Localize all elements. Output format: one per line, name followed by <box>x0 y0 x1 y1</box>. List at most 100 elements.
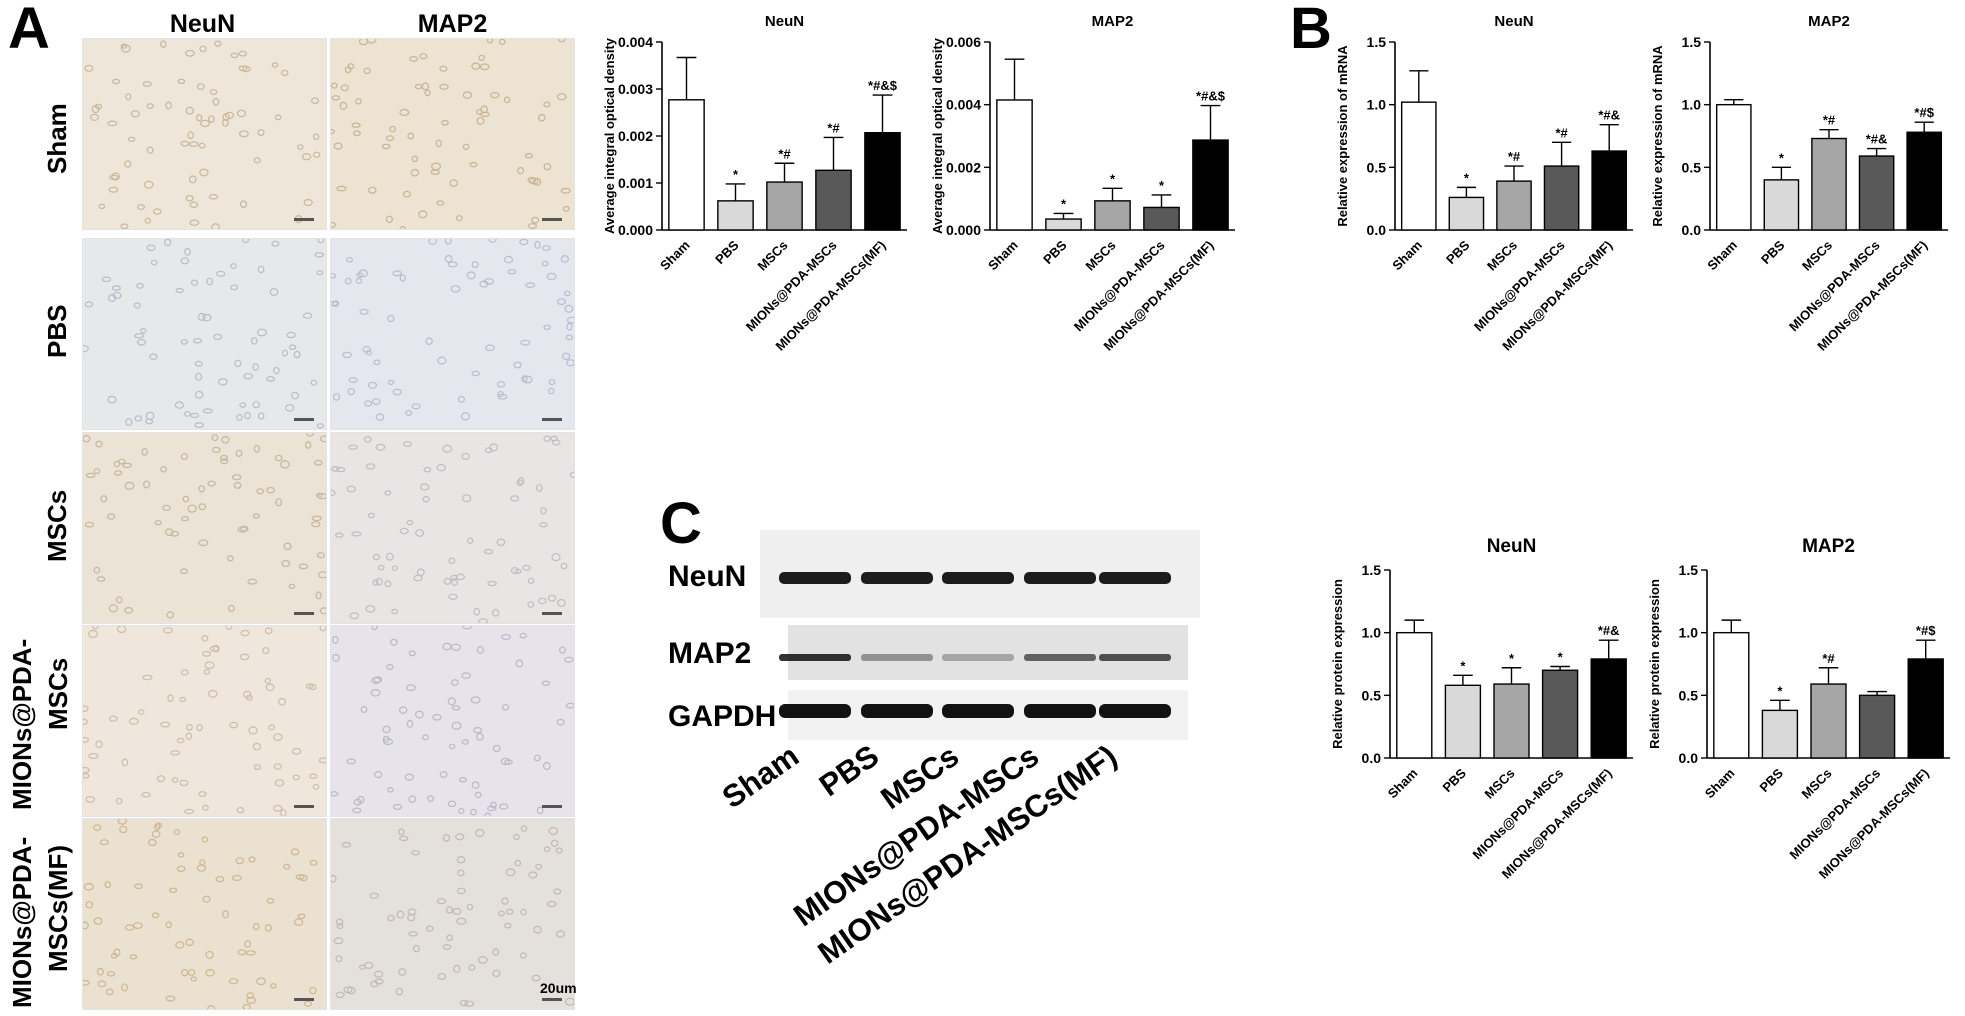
y-tick-label: 1.5 <box>1367 34 1387 50</box>
significance-label: *# <box>1823 113 1836 128</box>
y-tick-label: 0.5 <box>1362 687 1382 703</box>
x-tick-label: Sham <box>657 238 693 274</box>
x-tick-label: Sham <box>1702 766 1738 802</box>
x-tick-label: MIONs@PDA-MSCs <box>1071 238 1168 335</box>
y-tick-label: 0.000 <box>618 222 653 238</box>
bar-2 <box>1493 683 1530 759</box>
blot-label-gapdh: GAPDH <box>668 700 777 733</box>
blot-label-neun: NeuN <box>668 560 747 593</box>
row-label-mscs: MSCs <box>42 489 72 562</box>
bar-1 <box>717 200 754 231</box>
chart-title: NeuN <box>1494 13 1533 30</box>
bar-3 <box>1858 694 1896 759</box>
bar-0 <box>996 99 1033 231</box>
histology-image <box>82 38 327 230</box>
tissue-texture <box>331 626 574 816</box>
bar-2 <box>1496 180 1532 231</box>
y-tick-label: 0.000 <box>946 222 981 238</box>
scale-bar <box>542 998 562 1001</box>
x-tick-label: MIONs@PDA-MSCs <box>1786 238 1883 335</box>
x-tick-label: MSCs <box>754 238 790 274</box>
band-map2 <box>1099 654 1171 661</box>
scale-bar <box>294 218 314 221</box>
scale-bar-label: 20um <box>540 980 577 996</box>
chart-title: MAP2 <box>1092 13 1134 30</box>
significance-label: *#& <box>1866 132 1888 147</box>
y-axis-label: Average integral optical density <box>930 37 945 234</box>
y-tick-label: 1.5 <box>1679 562 1699 578</box>
band-neun <box>1024 572 1096 584</box>
y-axis-label: Relative expression of mRNA <box>1335 45 1350 227</box>
band-map2 <box>1024 654 1096 661</box>
panel-label-c: C <box>660 491 702 556</box>
chart-title: NeuN <box>765 13 804 30</box>
significance-label: * <box>1779 150 1785 165</box>
bar-1 <box>1448 196 1485 231</box>
y-tick-label: 1.0 <box>1362 625 1382 641</box>
chart-c-map2: MAP2 Relative protein expression 0.0 0.5 1.0… <box>1647 536 1950 882</box>
bar-4 <box>1906 131 1943 231</box>
row-label-sham: Sham <box>42 103 72 174</box>
tissue-texture <box>83 819 318 1009</box>
x-tick-label: Sham <box>1389 238 1425 274</box>
tissue-texture <box>83 433 326 619</box>
row-label-mions-pda-mscs-mf: MIONs@PDA- MSCs(MF) <box>4 837 76 1008</box>
scale-bar <box>542 418 562 421</box>
histology-image <box>82 625 327 817</box>
bar-0 <box>668 99 705 231</box>
significance-label: * <box>733 167 739 182</box>
tissue-texture <box>83 239 325 429</box>
histology-image <box>330 625 575 817</box>
y-axis-label: Relative protein expression <box>1330 579 1345 749</box>
lane-label: Sham <box>715 738 806 816</box>
significance-label: * <box>1558 650 1564 665</box>
blot-image <box>760 530 1200 740</box>
bar-3 <box>1541 669 1579 759</box>
panel-label-a: A <box>8 0 50 61</box>
bar-4 <box>864 132 901 231</box>
y-tick-label: 0.001 <box>618 175 653 191</box>
bar-0 <box>1400 101 1437 231</box>
y-axis-label: Average integral optical density <box>602 37 617 234</box>
scale-bar <box>294 612 314 615</box>
y-tick-label: 0.0 <box>1682 222 1702 238</box>
bar-1 <box>1763 179 1800 231</box>
x-tick-label: Sham <box>1704 238 1740 274</box>
row-label-mions-pda-mscs: MIONs@PDA- MSCs <box>4 639 76 810</box>
chart-title: MAP2 <box>1802 536 1855 557</box>
histology-image <box>330 818 575 1010</box>
band-map2 <box>942 654 1014 661</box>
x-tick-label: PBS <box>1440 765 1470 795</box>
significance-label: * <box>1159 178 1165 193</box>
bar-1 <box>1444 684 1482 759</box>
y-tick-label: 0.006 <box>946 34 981 50</box>
bar-0 <box>1396 631 1433 759</box>
bar-1 <box>1045 218 1082 231</box>
significance-label: *#&$ <box>868 78 898 93</box>
x-tick-label: MSCs <box>1484 238 1520 274</box>
y-tick-label: 0.002 <box>618 128 653 144</box>
chart-a-map2: MAP2 Average integral optical density 0.00… <box>930 13 1235 354</box>
y-tick-label: 0.0 <box>1362 750 1382 766</box>
band-neun <box>1099 572 1171 584</box>
significance-label: *# <box>1822 651 1835 666</box>
significance-label: * <box>1777 683 1783 698</box>
significance-label: *#$ <box>1914 105 1934 120</box>
histology-image <box>330 238 575 430</box>
band-gapdh <box>1024 704 1096 718</box>
bar-0 <box>1713 631 1750 759</box>
significance-label: * <box>1464 170 1470 185</box>
x-tick-label: PBS <box>1040 237 1070 267</box>
y-tick-label: 1.0 <box>1679 625 1699 641</box>
significance-label: * <box>1110 171 1116 186</box>
x-tick-label: PBS <box>1443 237 1473 267</box>
chart-title: NeuN <box>1487 536 1537 557</box>
band-neun <box>942 572 1014 584</box>
significance-label: *#& <box>1598 623 1620 638</box>
tissue-texture <box>84 40 321 229</box>
scale-bar <box>542 805 562 808</box>
x-tick-label: Sham <box>985 238 1021 274</box>
bar-0 <box>1715 103 1752 231</box>
tissue-texture <box>331 435 574 623</box>
y-tick-label: 0.002 <box>946 159 981 175</box>
